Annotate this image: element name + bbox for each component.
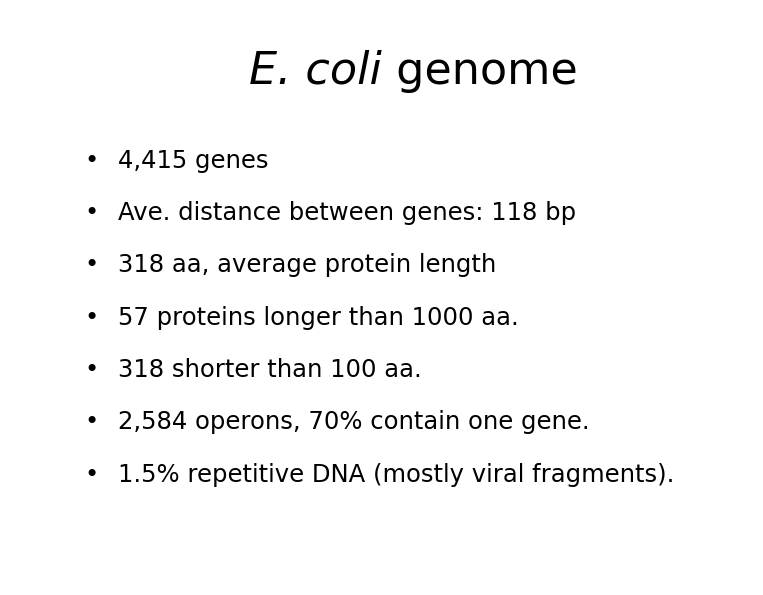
Text: •: • bbox=[85, 253, 98, 277]
Text: 57 proteins longer than 1000 aa.: 57 proteins longer than 1000 aa. bbox=[118, 306, 519, 330]
Text: 4,415 genes: 4,415 genes bbox=[118, 149, 269, 173]
Text: 2,584 operons, 70% contain one gene.: 2,584 operons, 70% contain one gene. bbox=[118, 411, 590, 434]
Text: 318 aa, average protein length: 318 aa, average protein length bbox=[118, 253, 497, 277]
Text: •: • bbox=[85, 358, 98, 382]
Text: Ave. distance between genes: 118 bp: Ave. distance between genes: 118 bp bbox=[118, 201, 576, 225]
Text: •: • bbox=[85, 306, 98, 330]
Text: genome: genome bbox=[382, 50, 578, 93]
Text: •: • bbox=[85, 201, 98, 225]
Text: •: • bbox=[85, 149, 98, 173]
Text: E. coli: E. coli bbox=[249, 50, 382, 93]
Text: 318 shorter than 100 aa.: 318 shorter than 100 aa. bbox=[118, 358, 422, 382]
Text: •: • bbox=[85, 463, 98, 487]
Text: 1.5% repetitive DNA (mostly viral fragments).: 1.5% repetitive DNA (mostly viral fragme… bbox=[118, 463, 674, 487]
Text: •: • bbox=[85, 411, 98, 434]
